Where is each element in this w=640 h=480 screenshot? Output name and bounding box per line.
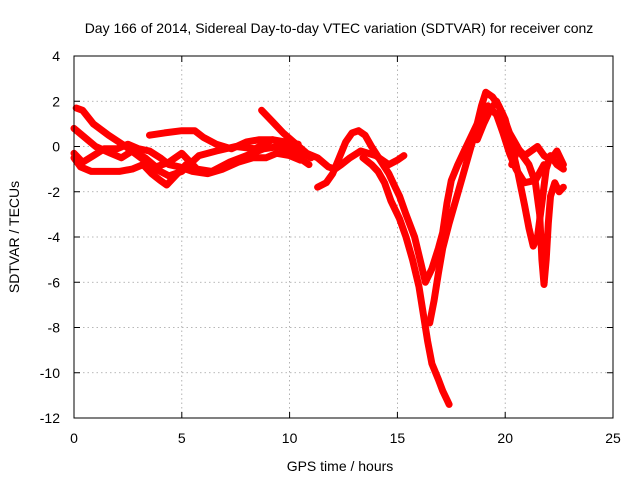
- y-tick-label: -6: [48, 274, 61, 290]
- y-axis-label: SDTVAR / TECUs: [6, 181, 22, 293]
- y-tick-label: -10: [40, 365, 60, 381]
- series-trace-5: [146, 127, 302, 153]
- y-tick-label: 0: [52, 139, 60, 155]
- series-trace-3: [70, 140, 304, 178]
- series-trace-7: [314, 102, 548, 286]
- series-trace-10: [473, 97, 567, 288]
- axis-ticks: [73, 55, 614, 419]
- y-tick-labels: -12 -10 -8 -6 -4 -2 0 2 4: [40, 48, 60, 426]
- x-tick-label: 15: [390, 430, 406, 446]
- y-tick-label: -8: [48, 320, 61, 336]
- x-tick-label: 25: [605, 430, 621, 446]
- x-tick-label: 20: [497, 430, 513, 446]
- data-traces: [70, 88, 567, 408]
- chart-title: Day 166 of 2014, Sidereal Day-to-day VTE…: [85, 20, 594, 36]
- y-tick-label: -4: [48, 229, 61, 245]
- x-tick-label: 10: [282, 430, 298, 446]
- y-tick-label: -2: [48, 184, 61, 200]
- series-trace-11: [508, 143, 567, 169]
- series-trace-4: [70, 154, 190, 189]
- y-tick-label: -12: [40, 410, 60, 426]
- y-tick-label: 4: [52, 48, 60, 64]
- series-trace-8: [359, 154, 453, 408]
- x-axis-label: GPS time / hours: [287, 458, 394, 474]
- grid-lines: [74, 56, 613, 418]
- x-tick-label: 0: [70, 430, 78, 446]
- y-tick-label: 2: [52, 93, 60, 109]
- x-tick-label: 5: [178, 430, 186, 446]
- x-tick-labels: 0 5 10 15 20 25: [70, 430, 621, 446]
